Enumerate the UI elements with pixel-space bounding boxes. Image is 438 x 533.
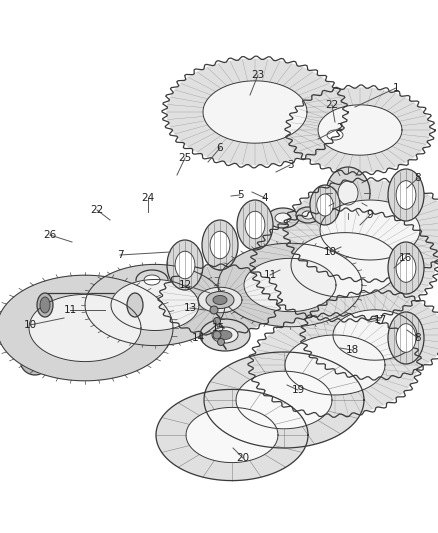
Polygon shape (253, 316, 417, 414)
Text: 14: 14 (191, 333, 205, 343)
Polygon shape (156, 390, 308, 481)
Ellipse shape (127, 293, 143, 317)
Text: 4: 4 (261, 193, 268, 203)
Polygon shape (255, 211, 435, 319)
Ellipse shape (218, 330, 232, 340)
Polygon shape (244, 259, 336, 312)
Text: 15: 15 (212, 323, 225, 333)
Polygon shape (320, 200, 420, 260)
Ellipse shape (212, 327, 238, 343)
Text: 11: 11 (64, 305, 77, 315)
Text: 23: 23 (251, 70, 265, 80)
Text: 19: 19 (291, 385, 304, 395)
Ellipse shape (20, 345, 50, 375)
Text: 26: 26 (43, 230, 57, 240)
Ellipse shape (396, 254, 416, 282)
Ellipse shape (144, 275, 160, 285)
Text: 10: 10 (323, 247, 336, 257)
Ellipse shape (40, 297, 50, 313)
Ellipse shape (310, 185, 340, 225)
Polygon shape (333, 310, 417, 360)
Polygon shape (285, 335, 385, 395)
Ellipse shape (210, 231, 230, 259)
Ellipse shape (396, 181, 416, 209)
Ellipse shape (213, 318, 220, 325)
Ellipse shape (37, 293, 53, 317)
Ellipse shape (267, 208, 299, 228)
Text: 1: 1 (393, 83, 399, 93)
Ellipse shape (296, 207, 320, 223)
Ellipse shape (136, 270, 168, 290)
Text: 7: 7 (117, 250, 124, 260)
Text: 12: 12 (178, 280, 192, 290)
Text: 22: 22 (325, 100, 339, 110)
Ellipse shape (388, 169, 424, 221)
Text: 17: 17 (373, 315, 387, 325)
Polygon shape (29, 294, 141, 361)
Polygon shape (85, 264, 225, 345)
Polygon shape (167, 59, 343, 165)
Polygon shape (40, 252, 315, 360)
Ellipse shape (319, 125, 351, 145)
Ellipse shape (213, 331, 221, 339)
Polygon shape (203, 81, 307, 143)
Polygon shape (291, 232, 399, 297)
Polygon shape (162, 266, 278, 334)
Ellipse shape (218, 338, 225, 345)
Bar (159, 295, 171, 321)
Text: 3: 3 (287, 160, 293, 170)
Ellipse shape (327, 130, 343, 140)
Text: 6: 6 (217, 143, 223, 153)
Ellipse shape (275, 213, 291, 223)
Text: 5: 5 (237, 190, 244, 200)
Bar (200, 283, 210, 308)
Text: 22: 22 (90, 205, 104, 215)
Text: 18: 18 (346, 345, 359, 355)
Polygon shape (305, 293, 438, 377)
Polygon shape (290, 88, 430, 172)
Polygon shape (204, 352, 364, 448)
Text: 16: 16 (399, 253, 412, 263)
Polygon shape (0, 275, 173, 381)
Text: 9: 9 (367, 210, 373, 220)
Polygon shape (288, 181, 438, 279)
Ellipse shape (213, 295, 227, 304)
Polygon shape (198, 287, 242, 313)
Polygon shape (218, 243, 362, 327)
Bar (45, 293, 135, 317)
Polygon shape (111, 279, 199, 330)
Ellipse shape (245, 211, 265, 239)
Ellipse shape (396, 324, 416, 352)
Text: 2: 2 (337, 123, 343, 133)
Ellipse shape (206, 292, 234, 309)
Text: 13: 13 (184, 303, 197, 313)
Ellipse shape (175, 251, 195, 279)
Polygon shape (236, 371, 332, 429)
Ellipse shape (210, 306, 218, 314)
Ellipse shape (167, 240, 203, 290)
Ellipse shape (302, 211, 314, 219)
Ellipse shape (388, 312, 424, 364)
Text: 10: 10 (24, 320, 36, 330)
Polygon shape (186, 407, 278, 463)
Polygon shape (318, 105, 402, 155)
Text: 11: 11 (263, 270, 277, 280)
Text: 20: 20 (237, 453, 250, 463)
Bar (231, 274, 239, 298)
Ellipse shape (317, 194, 333, 216)
Ellipse shape (202, 220, 238, 270)
Ellipse shape (237, 200, 273, 250)
Text: 8: 8 (415, 173, 421, 183)
Ellipse shape (326, 167, 370, 219)
Text: 25: 25 (178, 153, 192, 163)
Text: 8: 8 (415, 333, 421, 343)
Text: 24: 24 (141, 193, 155, 203)
Ellipse shape (200, 319, 250, 351)
Ellipse shape (338, 181, 358, 205)
Ellipse shape (388, 242, 424, 294)
